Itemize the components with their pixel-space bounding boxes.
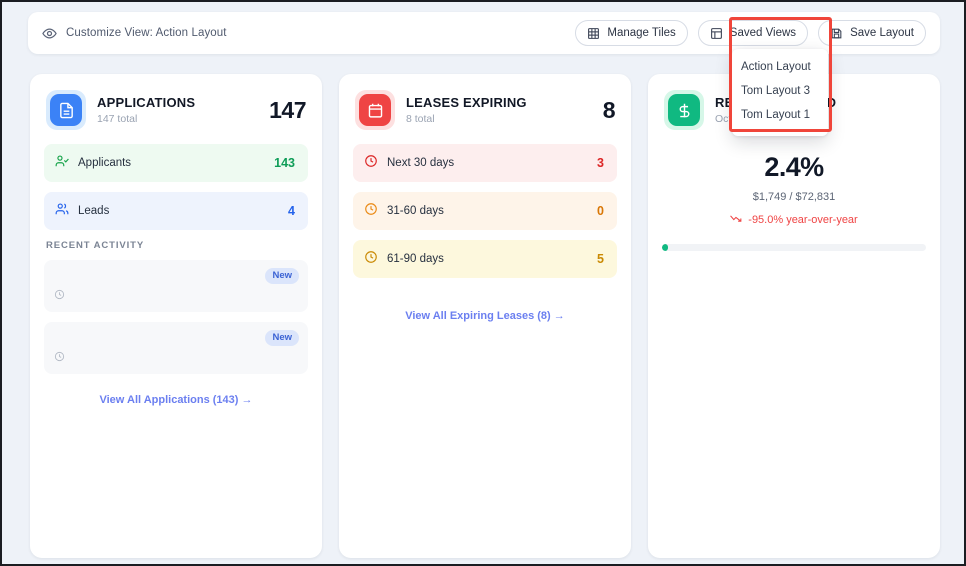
31-60-days-row[interactable]: 31-60 days 0 bbox=[353, 192, 617, 230]
manage-tiles-button[interactable]: Manage Tiles bbox=[575, 20, 688, 46]
recent-activity-label: RECENT ACTIVITY bbox=[46, 240, 145, 251]
eye-icon bbox=[42, 26, 57, 41]
applications-icon-wrap bbox=[46, 90, 86, 130]
61-90-days-value: 5 bbox=[597, 252, 604, 266]
rent-collected-card: RENT COLLECTED Oct Performance 2.4% $1,7… bbox=[648, 74, 940, 558]
manage-tiles-label: Manage Tiles bbox=[607, 27, 676, 39]
saved-views-dropdown[interactable]: Action Layout Tom Layout 3 Tom Layout 1 bbox=[732, 49, 828, 136]
next-30-days-value: 3 bbox=[597, 156, 604, 170]
saved-view-item-action-layout[interactable]: Action Layout bbox=[741, 61, 811, 73]
view-all-expiring-leases-link[interactable]: View All Expiring Leases (8) → bbox=[405, 310, 565, 322]
activity-time bbox=[54, 289, 70, 303]
save-disk-icon bbox=[830, 27, 843, 40]
save-layout-label: Save Layout bbox=[850, 27, 914, 39]
rent-icon-wrap bbox=[664, 90, 704, 130]
activity-item[interactable]: New bbox=[44, 260, 308, 312]
page-title: Customize View: Action Layout bbox=[66, 27, 227, 39]
clock-icon bbox=[364, 154, 378, 173]
trend-down-icon bbox=[730, 213, 743, 227]
leases-expiring-card: LEASES EXPIRING 8 total 8 Next 30 days 3 bbox=[339, 74, 631, 558]
61-90-days-row[interactable]: 61-90 days 5 bbox=[353, 240, 617, 278]
status-badge: New bbox=[265, 268, 299, 284]
tiles-container: APPLICATIONS 147 total 147 Applicants 14… bbox=[30, 74, 940, 558]
leads-value: 4 bbox=[288, 204, 295, 218]
rent-progress-fill bbox=[662, 244, 669, 251]
leases-title: LEASES EXPIRING bbox=[406, 94, 527, 110]
leases-subtitle: 8 total bbox=[406, 113, 435, 126]
rent-progress-bar bbox=[662, 244, 926, 251]
leads-label: Leads bbox=[78, 205, 110, 217]
save-layout-button[interactable]: Save Layout bbox=[818, 20, 926, 46]
status-badge: New bbox=[265, 330, 299, 346]
applicants-value: 143 bbox=[274, 156, 295, 170]
clock-icon bbox=[54, 351, 65, 365]
layout-icon bbox=[710, 27, 723, 40]
next-30-days-label: Next 30 days bbox=[387, 157, 455, 169]
61-90-days-label: 61-90 days bbox=[387, 253, 444, 265]
grid-icon bbox=[587, 27, 600, 40]
rent-amounts: $1,749 / $72,831 bbox=[752, 191, 836, 203]
applications-card: APPLICATIONS 147 total 147 Applicants 14… bbox=[30, 74, 322, 558]
applications-title: APPLICATIONS bbox=[97, 94, 196, 110]
leases-icon-wrap bbox=[355, 90, 395, 130]
leads-row[interactable]: Leads 4 bbox=[44, 192, 308, 230]
applicants-row[interactable]: Applicants 143 bbox=[44, 144, 308, 182]
saved-views-label: Saved Views bbox=[729, 27, 797, 39]
saved-views-button[interactable]: Saved Views bbox=[697, 20, 809, 46]
document-icon bbox=[50, 94, 82, 126]
header-left: Customize View: Action Layout bbox=[42, 26, 575, 41]
user-check-icon bbox=[55, 154, 69, 173]
calendar-icon bbox=[359, 94, 391, 126]
rent-yoy: -95.0% year-over-year bbox=[662, 213, 926, 227]
applicants-label: Applicants bbox=[78, 157, 132, 169]
rent-body: 2.4% $1,749 / $72,831 -95.0% year-over-y… bbox=[662, 152, 926, 251]
dollar-icon bbox=[668, 94, 700, 126]
leases-total: 8 bbox=[602, 96, 616, 123]
31-60-days-label: 31-60 days bbox=[387, 205, 444, 217]
clock-icon bbox=[364, 202, 378, 221]
saved-view-item-tom-layout-3[interactable]: Tom Layout 3 bbox=[741, 85, 811, 97]
applications-total: 147 bbox=[269, 96, 306, 123]
clock-icon bbox=[54, 289, 65, 303]
saved-view-item-tom-layout-1[interactable]: Tom Layout 1 bbox=[741, 109, 811, 121]
applications-subtitle: 147 total bbox=[97, 113, 138, 126]
31-60-days-value: 0 bbox=[597, 204, 604, 218]
next-30-days-row[interactable]: Next 30 days 3 bbox=[353, 144, 617, 182]
applications-titles: APPLICATIONS 147 total bbox=[97, 95, 258, 126]
applications-card-header: APPLICATIONS 147 total 147 bbox=[44, 90, 308, 130]
rent-percent: 2.4% bbox=[764, 152, 824, 182]
customize-view-header: Customize View: Action Layout Manage Til… bbox=[28, 12, 940, 54]
header-actions: Manage Tiles Saved Views Save Layou bbox=[575, 20, 926, 46]
rent-yoy-text: -95.0% year-over-year bbox=[748, 214, 858, 226]
leases-titles: LEASES EXPIRING 8 total bbox=[406, 95, 592, 126]
activity-time bbox=[54, 351, 70, 365]
users-icon bbox=[55, 202, 69, 221]
leases-card-header: LEASES EXPIRING 8 total 8 bbox=[353, 90, 617, 130]
activity-item[interactable]: New bbox=[44, 322, 308, 374]
clock-icon bbox=[364, 250, 378, 269]
view-all-applications-link[interactable]: View All Applications (143) → bbox=[99, 394, 253, 406]
